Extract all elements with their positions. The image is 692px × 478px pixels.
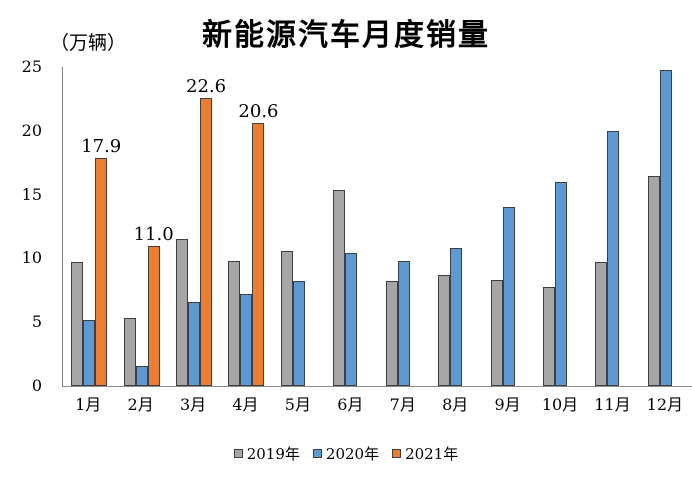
bar-group-month-6	[325, 67, 377, 386]
bar-series1-month9	[502, 207, 515, 386]
bar-data-label: 17.9	[81, 135, 122, 157]
bar-group-month-7	[378, 67, 430, 386]
bar-series1-month6	[345, 253, 358, 386]
bar-groups: 17.9 11.0 22.6 20.6	[63, 67, 692, 386]
bar-group-month-10	[535, 67, 587, 386]
bar-data-label: 22.6	[186, 75, 227, 97]
bar-series1-month1	[83, 319, 96, 386]
bar-series1-month10	[555, 181, 567, 386]
legend-label: 2020年	[325, 445, 380, 463]
y-axis-unit-label: （万辆）	[50, 32, 127, 54]
y-tick-0: 0	[31, 376, 42, 395]
x-axis-tick-labels: 1月 2月 3月 4月 5月 6月 7月 8月 9月 10月 11月 12月	[62, 391, 691, 415]
bar-group-month-8	[430, 67, 482, 386]
x-tick-month-5: 5月	[284, 395, 311, 414]
bar-series0-month8	[438, 275, 451, 386]
x-tick-month-1: 1月	[75, 395, 102, 414]
legend-item-0: 2019年	[233, 443, 300, 464]
legend-swatch-icon	[392, 449, 402, 458]
x-tick-month-7: 7月	[389, 395, 416, 414]
bar-data-label: 11.0	[133, 223, 174, 245]
legend-item-1: 2020年	[312, 443, 380, 464]
bar-series2-month3: 22.6	[186, 77, 226, 386]
bar-series2-month2: 11.0	[134, 225, 174, 386]
y-tick-15: 15	[21, 184, 42, 204]
legend-item-2: 2021年	[392, 443, 458, 464]
bar-group-month-11	[587, 67, 639, 386]
legend-label: 2019年	[246, 445, 300, 463]
bar-series2-month4: 20.6	[238, 103, 279, 386]
legend-label: 2021年	[405, 445, 459, 463]
bar-group-month-2: 11.0	[115, 67, 174, 386]
y-tick-5: 5	[31, 312, 42, 332]
bar-series0-month4	[228, 261, 241, 386]
x-tick-month-6: 6月	[337, 395, 364, 414]
legend-swatch-icon	[233, 449, 243, 458]
x-tick-month-12: 12月	[646, 395, 684, 414]
bar-data-label: 20.6	[238, 101, 279, 123]
x-tick-month-2: 2月	[127, 395, 154, 414]
legend-swatch-icon	[312, 449, 322, 458]
bar-group-month-3: 22.6	[168, 67, 226, 386]
y-tick-20: 20	[21, 120, 42, 140]
bar-group-month-1: 17.9	[63, 67, 121, 386]
bar-series0-month1	[71, 262, 84, 386]
chart-title: 新能源汽车月度销量	[202, 18, 490, 53]
x-tick-month-4: 4月	[232, 395, 259, 414]
bar-series0-month10	[543, 286, 555, 386]
bar-group-month-12	[640, 67, 692, 386]
legend: 2019年 2020年 2021年	[0, 443, 692, 464]
bar-series0-month3	[176, 239, 189, 386]
bar-series1-month11	[607, 130, 620, 386]
x-tick-month-9: 9月	[494, 395, 521, 414]
bar-series0-month9	[490, 280, 503, 386]
bar-series0-month5	[280, 250, 293, 386]
bar-series1-month5	[292, 281, 305, 386]
bar-series2-month1: 17.9	[81, 137, 121, 386]
x-tick-month-10: 10月	[541, 395, 579, 414]
x-tick-month-11: 11月	[594, 395, 631, 414]
plot-area: 17.9 11.0 22.6 20.6	[62, 67, 692, 387]
x-tick-month-3: 3月	[179, 395, 207, 414]
bar-series1-month7	[397, 261, 410, 386]
bar-series0-month7	[385, 281, 398, 386]
bar-series1-month12	[659, 69, 672, 386]
y-tick-10: 10	[21, 248, 42, 268]
bar-series0-month11	[595, 262, 608, 386]
bar-group-month-9	[482, 67, 534, 386]
bar-series1-month4	[240, 294, 253, 386]
bar-series0-month6	[333, 189, 346, 386]
bar-group-month-4: 20.6	[220, 67, 279, 386]
y-tick-25: 25	[21, 57, 42, 76]
bar-series0-month2	[123, 318, 136, 386]
bar-series1-month8	[450, 248, 463, 386]
bar-series1-month3	[188, 301, 201, 386]
bar-series1-month2	[135, 365, 148, 386]
x-tick-month-8: 8月	[442, 395, 469, 414]
bar-group-month-5	[273, 67, 325, 386]
bar-series0-month12	[647, 175, 660, 386]
